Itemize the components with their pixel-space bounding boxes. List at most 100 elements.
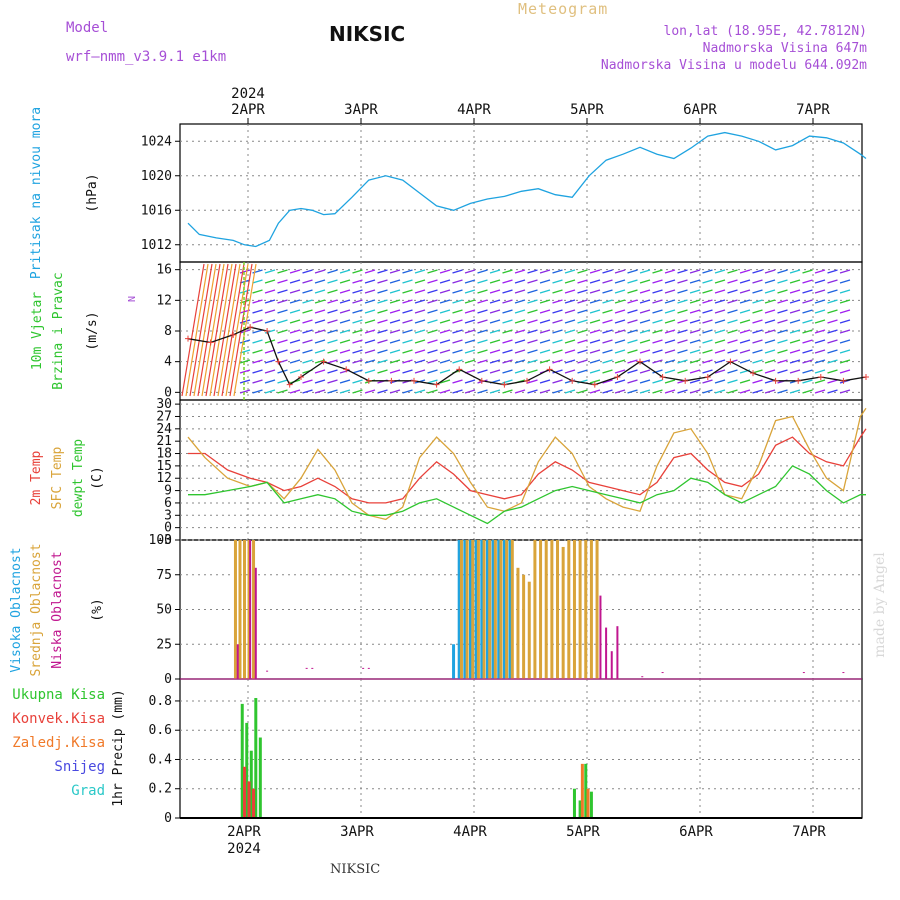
wind-arrow <box>739 299 751 304</box>
wind-arrow <box>217 263 241 397</box>
wind-arrow <box>252 299 263 304</box>
wind-arrow <box>752 309 763 314</box>
wind-arrow <box>314 329 326 334</box>
wind-arrow <box>205 263 229 397</box>
wind-arrow <box>502 369 513 374</box>
wind-arrow <box>839 339 851 344</box>
wind-arrow <box>239 379 251 384</box>
wind-gust-mark <box>456 366 463 373</box>
wind-arrow <box>327 269 338 274</box>
wind-arrow <box>539 359 551 364</box>
wind-arrow <box>489 329 501 334</box>
wind-arrow <box>289 309 301 314</box>
wind-arrow <box>427 389 438 394</box>
wind-arrow <box>277 299 288 304</box>
wind-arrow <box>714 289 726 294</box>
wind-arrow <box>252 389 263 394</box>
wind-arrow <box>552 349 563 354</box>
wind-arrow <box>527 369 538 374</box>
wind-arrow <box>452 389 463 394</box>
legend-hail: Grad <box>71 783 105 799</box>
pressure-unit: (hPa) <box>85 173 100 212</box>
wind-arrow <box>814 349 826 354</box>
wind-arrow <box>477 279 488 284</box>
mid-cloud-bar <box>550 540 554 679</box>
temp-sfc-line <box>187 407 867 521</box>
total-precip-bar <box>245 722 249 818</box>
wind-arrow <box>639 369 651 374</box>
wind-arrow <box>327 349 338 354</box>
wind-arrow <box>677 329 688 334</box>
wind-arrow <box>814 389 826 394</box>
wind-arrow <box>414 289 426 294</box>
wind-arrow <box>602 379 613 384</box>
y-tick-label: 16 <box>156 263 172 278</box>
wind-arrow <box>364 289 376 294</box>
wind-arrow <box>452 359 463 364</box>
wind-arrow <box>589 389 601 394</box>
wind-arrow <box>764 369 776 374</box>
low-cloud-bar <box>616 626 619 679</box>
wind-arrow <box>502 389 513 394</box>
wind-arrow <box>664 369 676 374</box>
wind-arrow <box>527 319 538 324</box>
wind-arrow <box>377 299 388 304</box>
wind-arrow <box>389 359 401 364</box>
wind-gust-mark <box>264 328 271 334</box>
wind-arrow <box>752 369 763 374</box>
wind-arrow <box>577 309 588 314</box>
wind-arrow <box>264 349 276 354</box>
conv-precip-bar <box>252 788 256 818</box>
wind-arrow <box>827 309 838 314</box>
low-cloud-bar <box>254 567 257 679</box>
wind-arrow <box>689 309 701 314</box>
wind-arrow <box>252 339 263 344</box>
wind-arrow <box>614 269 626 274</box>
model-name: wrf—nmm_v3.9.1 e1km <box>66 49 227 65</box>
top-axis-tick-label: 4APR <box>457 102 491 118</box>
wind-arrow <box>727 309 738 314</box>
wind-arrow <box>602 309 613 314</box>
wind-arrow <box>652 319 663 324</box>
wind-arrow <box>302 309 313 314</box>
total-precip-bar <box>589 791 593 818</box>
wind-gust-mark <box>524 377 530 384</box>
mid-cloud-bar <box>595 540 599 679</box>
wind-arrow <box>589 369 601 374</box>
wind-arrow <box>302 359 313 364</box>
y-tick-label: 1012 <box>141 238 172 253</box>
wind-arrow <box>827 369 838 374</box>
wind-arrow <box>514 279 526 284</box>
wind-arrow <box>739 289 751 294</box>
wind-arrow <box>427 279 438 284</box>
wind-arrow <box>589 289 601 294</box>
wind-arrow <box>689 349 701 354</box>
wind-arrow <box>639 269 651 274</box>
low-cloud-bar <box>236 644 239 679</box>
wind-arrow <box>264 309 276 314</box>
wind-arrow <box>702 389 713 394</box>
wind-arrow <box>789 269 801 274</box>
wind-arrow <box>464 299 476 304</box>
wind-arrow <box>414 339 426 344</box>
panel-frame-temperature <box>179 399 863 541</box>
wind-arrow <box>264 369 276 374</box>
wind-arrow <box>677 279 688 284</box>
wind-arrow <box>464 379 476 384</box>
wind-arrow <box>677 319 688 324</box>
wind-arrow <box>727 319 738 324</box>
mid-cloud-bar <box>243 540 246 679</box>
wind-arrow <box>789 339 801 344</box>
wind-arrow <box>539 319 551 324</box>
wind-arrow <box>752 389 763 394</box>
wind-arrow <box>777 299 788 304</box>
total-precip-bar <box>254 698 258 818</box>
wind-arrow <box>739 389 751 394</box>
wind-arrow <box>614 369 626 374</box>
high-cloud-bar <box>508 540 512 679</box>
wind-arrow <box>352 369 363 374</box>
wind-arrow <box>539 389 551 394</box>
wind-arrow <box>327 319 338 324</box>
panel-frame-pressure <box>179 123 863 263</box>
